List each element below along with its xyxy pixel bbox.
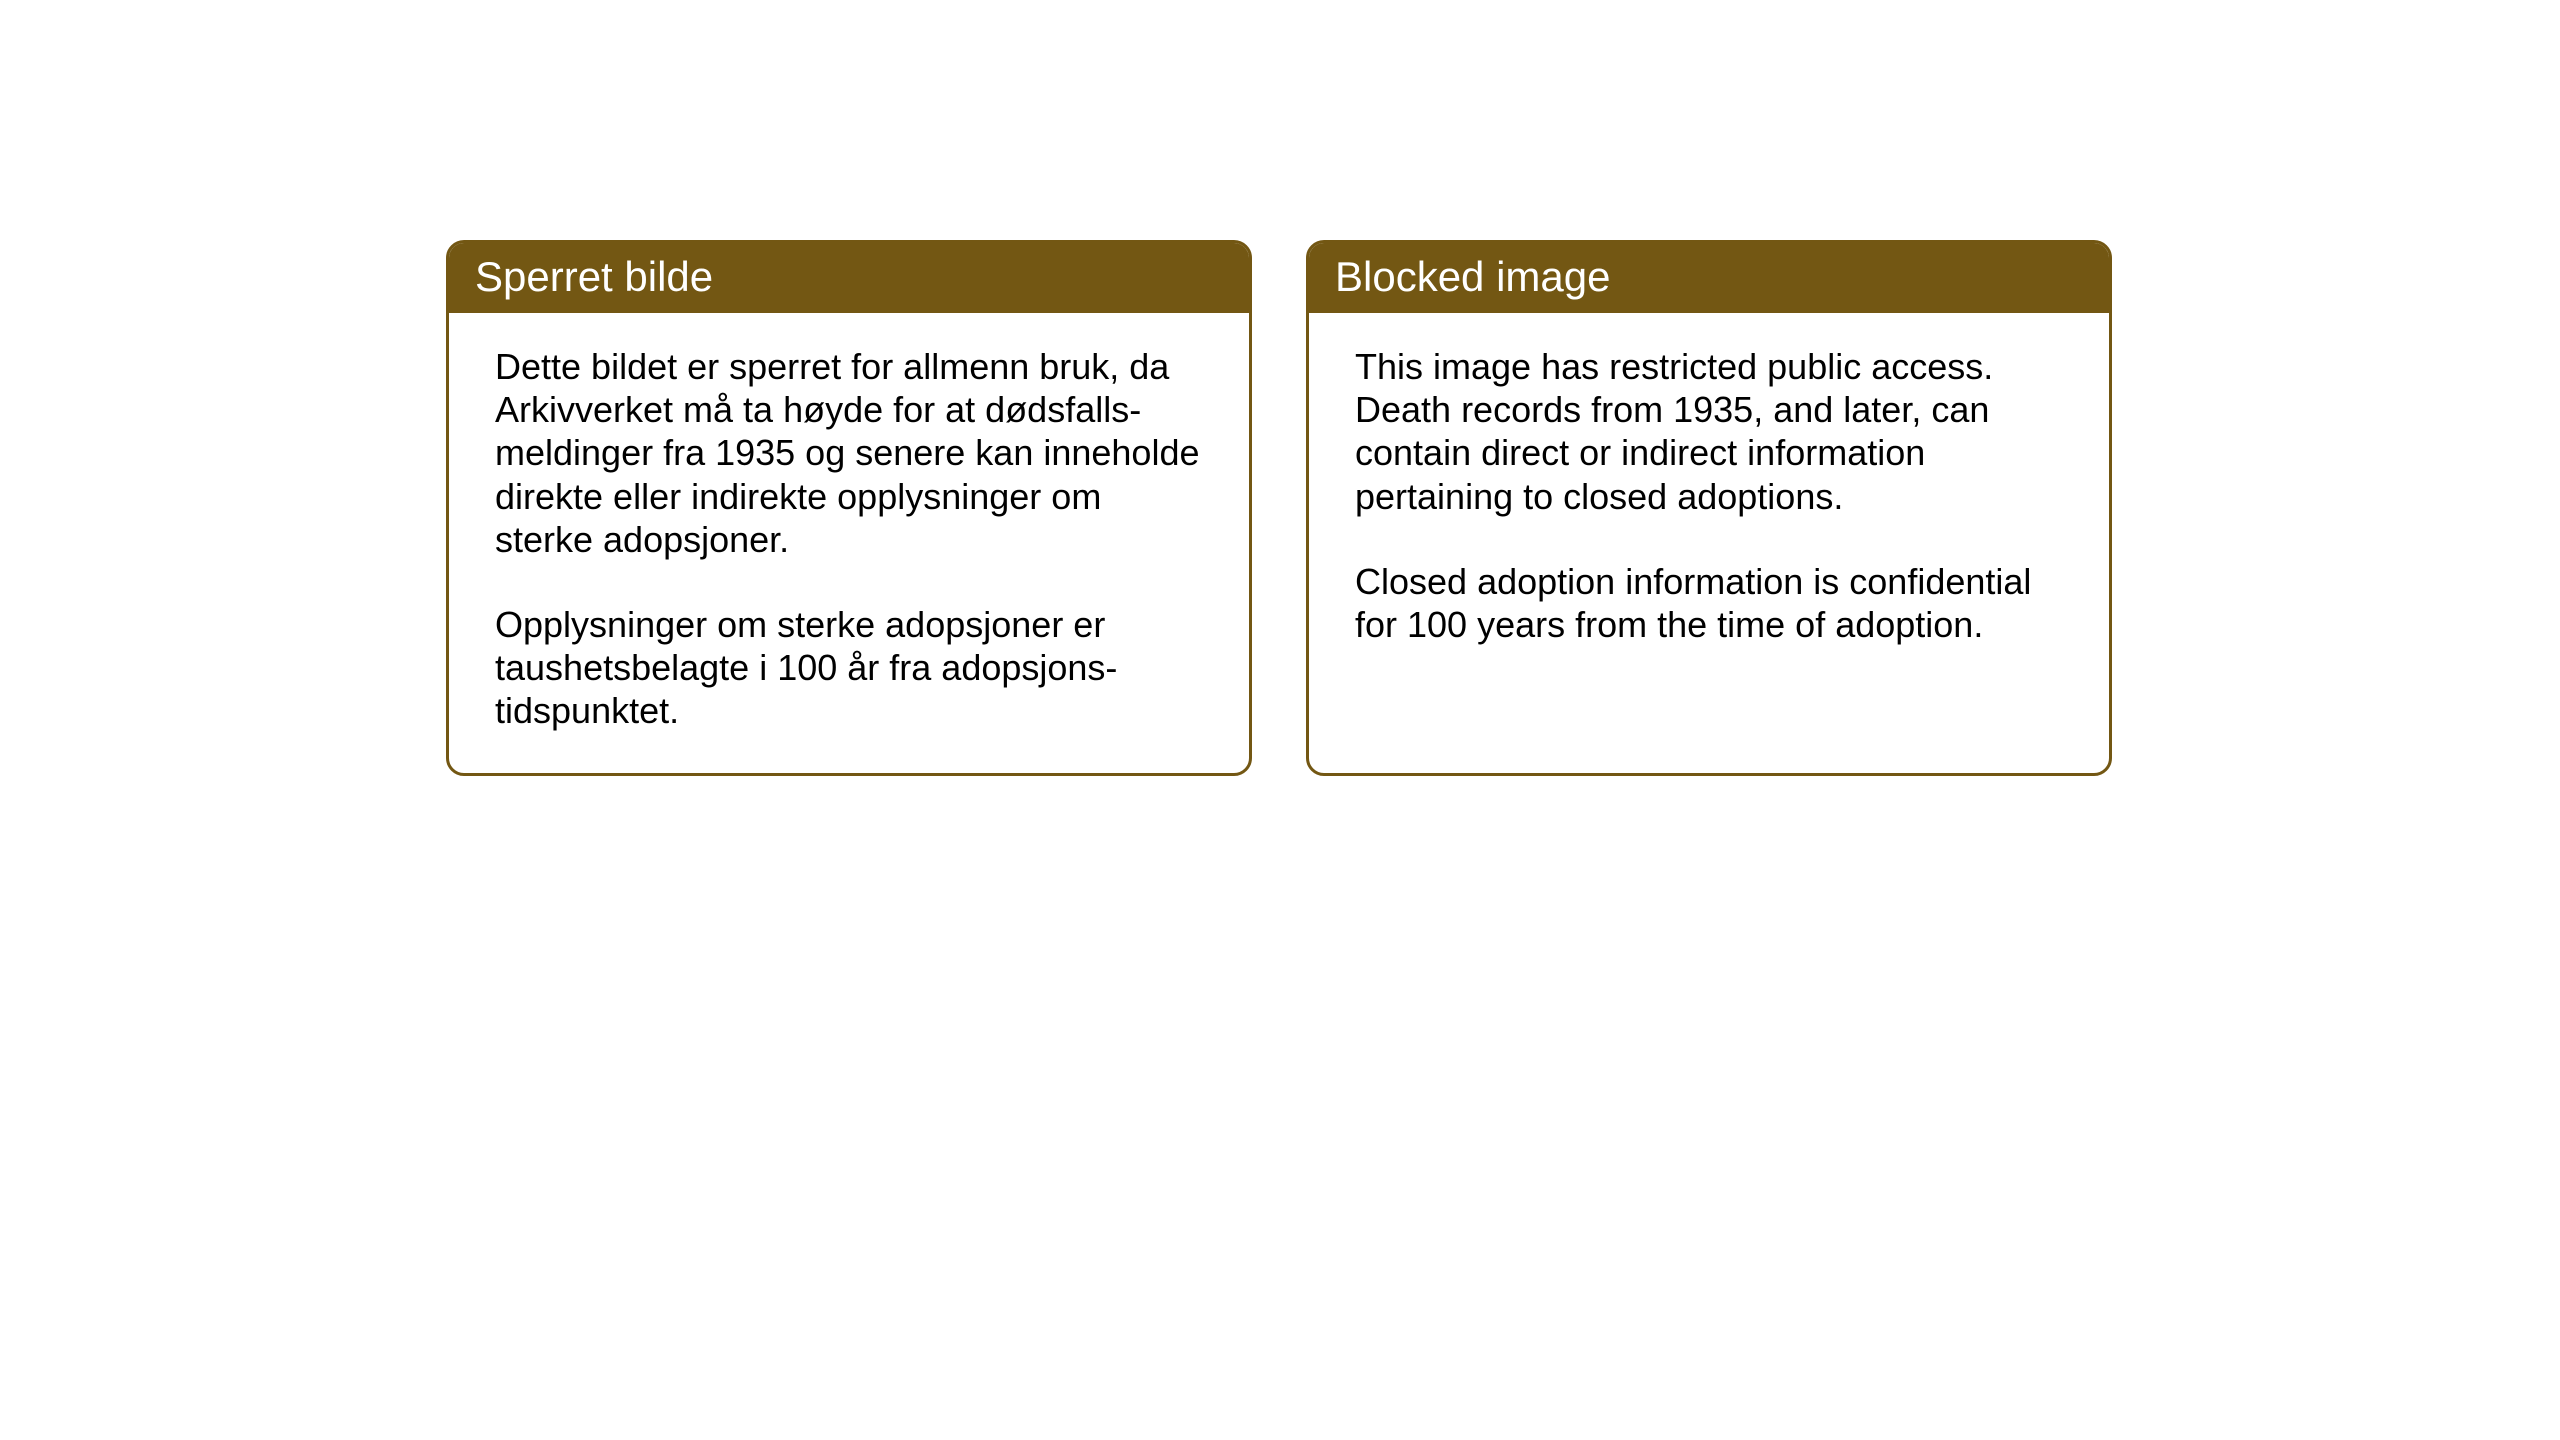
norwegian-paragraph-1: Dette bildet er sperret for allmenn bruk… <box>495 345 1203 561</box>
english-paragraph-2: Closed adoption information is confident… <box>1355 560 2063 646</box>
norwegian-paragraph-2: Opplysninger om sterke adopsjoner er tau… <box>495 603 1203 733</box>
english-paragraph-1: This image has restricted public access.… <box>1355 345 2063 518</box>
notification-container: Sperret bilde Dette bildet er sperret fo… <box>446 240 2112 776</box>
norwegian-card: Sperret bilde Dette bildet er sperret fo… <box>446 240 1252 776</box>
english-card: Blocked image This image has restricted … <box>1306 240 2112 776</box>
english-card-title: Blocked image <box>1335 253 1610 300</box>
norwegian-card-body: Dette bildet er sperret for allmenn bruk… <box>449 313 1249 773</box>
english-card-header: Blocked image <box>1309 243 2109 313</box>
norwegian-card-header: Sperret bilde <box>449 243 1249 313</box>
norwegian-card-title: Sperret bilde <box>475 253 713 300</box>
english-card-body: This image has restricted public access.… <box>1309 313 2109 753</box>
